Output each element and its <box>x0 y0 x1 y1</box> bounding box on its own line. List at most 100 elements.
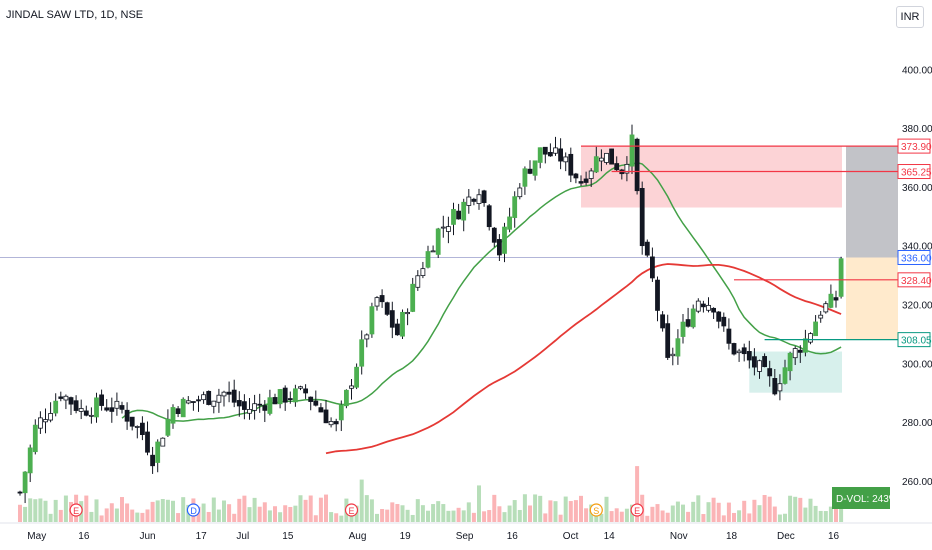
volume-bar <box>553 501 558 522</box>
event-marker <box>69 503 83 517</box>
volume-bar <box>155 500 160 522</box>
volume-bar <box>283 505 288 522</box>
volume-bar <box>262 502 267 522</box>
y-axis: 260.00 280.00 300.00 320.00 340.00 360.00 380.… <box>832 65 932 509</box>
volume-bar <box>650 506 655 522</box>
candle-body <box>328 421 334 426</box>
volume-bar <box>579 495 583 522</box>
volume-bar <box>201 503 206 522</box>
candle-body <box>537 147 543 163</box>
candle-body <box>660 314 665 329</box>
candle-body <box>578 181 584 184</box>
candle-body <box>527 168 533 174</box>
candle-body <box>73 400 79 411</box>
volume-bar <box>114 508 119 522</box>
volume-bar <box>752 499 757 522</box>
volume-bar <box>140 512 145 522</box>
candle-body <box>226 391 232 395</box>
volume-bar <box>375 513 379 522</box>
event-marker <box>186 503 200 517</box>
volume-bar <box>507 505 512 522</box>
candle-body <box>813 321 818 337</box>
candle-body <box>109 407 115 412</box>
volume-bar <box>487 510 492 522</box>
candle-body <box>27 447 33 474</box>
volume-bar <box>53 499 58 522</box>
candle-body <box>38 417 43 429</box>
volume-bar <box>84 495 89 522</box>
volume-bar <box>558 514 563 522</box>
volume-bar <box>247 507 252 522</box>
candle-body <box>624 163 630 174</box>
volume-bar <box>267 510 272 522</box>
candle-body <box>706 304 711 311</box>
volume-bar <box>431 504 436 522</box>
volume-bar <box>94 499 99 522</box>
price-label: 328.40 <box>901 276 932 287</box>
candle-body <box>629 134 635 167</box>
candle-body <box>308 396 314 402</box>
x-tick-label: Aug <box>349 531 367 542</box>
candle-body <box>282 387 288 403</box>
volume-bar <box>614 508 619 522</box>
candle-body <box>165 418 171 436</box>
volume-bar <box>426 510 430 522</box>
volume-bar <box>308 495 313 522</box>
volume-bar <box>528 505 532 522</box>
volume-bar <box>171 500 175 522</box>
candle-body <box>196 399 201 402</box>
reward-zone <box>846 257 898 340</box>
volume-bar <box>130 509 135 522</box>
candle-body <box>190 401 196 403</box>
candle-body <box>221 391 227 397</box>
candle-body <box>104 407 110 411</box>
price-levels <box>581 145 898 341</box>
volume-bar <box>798 497 803 522</box>
price-label: 336.00 <box>901 253 932 264</box>
volume-bar <box>318 497 323 522</box>
candle-body <box>583 178 589 183</box>
volume-bar <box>681 504 685 522</box>
candle-body <box>292 388 298 403</box>
dvol-label: D-VOL: 243% <box>836 494 898 505</box>
candle-body <box>420 268 426 276</box>
candle-body <box>481 190 487 204</box>
candle-body <box>762 356 767 368</box>
candle-body <box>563 156 569 163</box>
volume-bar <box>701 514 706 522</box>
volume-bar <box>400 505 405 522</box>
risk-zone <box>846 146 898 258</box>
x-tick-label: May <box>27 531 46 542</box>
y-tick-label: 360.00 <box>902 183 932 194</box>
candle-body <box>522 168 528 187</box>
volume-bar <box>410 514 415 522</box>
candle-body <box>833 297 839 301</box>
volume-bar <box>160 499 165 522</box>
volume-bar <box>696 495 701 522</box>
y-tick-label: 380.00 <box>902 124 932 135</box>
supply-zone <box>581 145 842 208</box>
volume-bar <box>548 500 553 522</box>
volume-bar <box>181 497 186 522</box>
dvol-box <box>832 487 890 509</box>
volume-bar <box>23 506 28 522</box>
candle-body <box>89 414 94 417</box>
y-tick-label: 300.00 <box>902 359 932 370</box>
volume-bar <box>635 466 640 522</box>
volume-bar <box>808 498 813 522</box>
volume-bar <box>334 513 339 522</box>
volume-bar <box>278 512 283 522</box>
volume-bar <box>364 495 369 522</box>
volume-bar <box>324 494 328 522</box>
event-marker-label: E <box>73 506 79 516</box>
candle-body <box>711 307 716 313</box>
volume-bar <box>691 501 696 522</box>
volume-bar <box>420 505 425 522</box>
volume-bar <box>711 497 716 522</box>
currency-selector[interactable]: INR <box>896 6 924 28</box>
volume-bar <box>18 504 22 522</box>
candle-body <box>415 275 421 288</box>
volume-bar <box>242 495 247 522</box>
volume-bar <box>339 515 344 522</box>
